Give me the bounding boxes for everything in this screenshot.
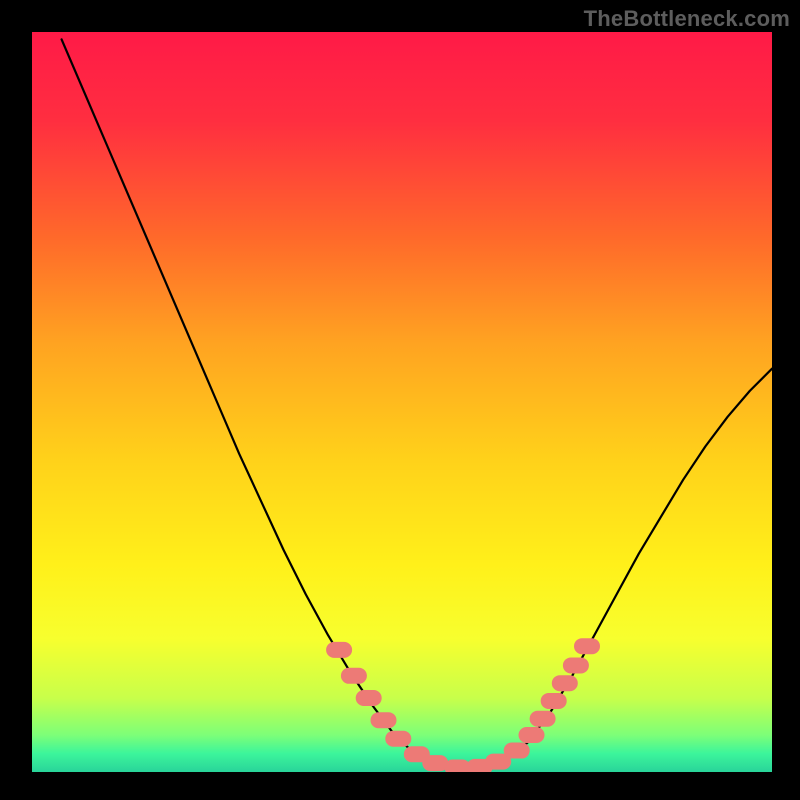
watermark-text: TheBottleneck.com (584, 6, 790, 32)
gradient-background (32, 32, 772, 772)
curve-marker (504, 743, 530, 759)
curve-marker (541, 693, 567, 709)
curve-marker (445, 760, 471, 776)
curve-marker (574, 638, 600, 654)
curve-marker (326, 642, 352, 658)
curve-marker (385, 731, 411, 747)
curve-marker (422, 755, 448, 771)
chart-root: TheBottleneck.com (0, 0, 800, 800)
curve-marker (356, 690, 382, 706)
curve-marker (552, 675, 578, 691)
curve-marker (371, 712, 397, 728)
curve-marker (341, 668, 367, 684)
curve-marker (563, 657, 589, 673)
bottleneck-chart (0, 0, 800, 800)
curve-marker (530, 711, 556, 727)
curve-marker (519, 727, 545, 743)
